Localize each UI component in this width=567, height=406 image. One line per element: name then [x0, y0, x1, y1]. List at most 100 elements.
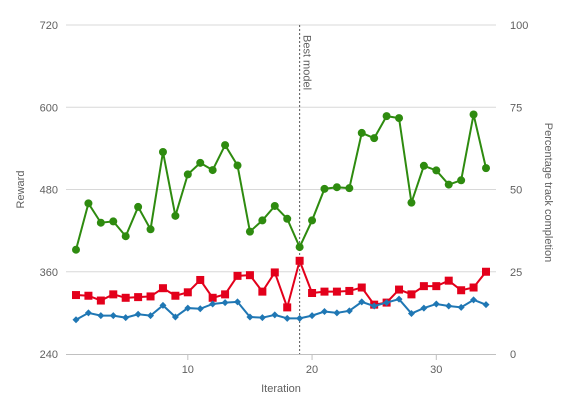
data-point [121, 293, 130, 302]
data-point [184, 304, 192, 312]
data-point [72, 291, 80, 300]
data-point [109, 290, 118, 299]
x-tick-label: 10 [182, 364, 194, 376]
series-circle [72, 110, 490, 254]
data-point [183, 288, 192, 297]
data-point [109, 217, 118, 226]
data-point [147, 312, 155, 320]
data-point [407, 310, 415, 318]
data-point [395, 114, 404, 123]
data-point [134, 293, 143, 302]
series-line [75, 257, 487, 311]
y2-tick-label: 0 [510, 349, 516, 361]
data-point [183, 170, 192, 179]
x-tick-label: 20 [306, 364, 318, 376]
y-axis-title: Reward [15, 171, 27, 209]
data-point [245, 271, 254, 280]
data-point [134, 310, 142, 318]
y2-tick-label: 100 [510, 20, 528, 32]
data-point [370, 134, 379, 143]
data-point [158, 147, 167, 156]
data-point [482, 301, 490, 309]
grid [66, 24, 496, 273]
data-point [432, 166, 441, 175]
data-point [246, 313, 254, 321]
data-point [146, 292, 155, 301]
data-point [345, 307, 353, 315]
data-point [283, 214, 292, 223]
data-point [72, 316, 80, 324]
data-point [283, 303, 292, 312]
series-square [72, 256, 490, 312]
data-point [134, 202, 143, 211]
data-point [258, 314, 266, 322]
data-point [146, 225, 155, 234]
data-point [470, 296, 478, 304]
data-point [271, 311, 279, 319]
data-point [233, 161, 242, 170]
series [72, 110, 490, 324]
data-point [97, 312, 105, 320]
data-point [345, 286, 354, 295]
y-tick-label: 720 [40, 20, 58, 32]
data-point [270, 201, 279, 210]
data-point [159, 301, 167, 309]
data-point [158, 284, 167, 293]
data-point [84, 199, 93, 208]
data-point [96, 218, 105, 227]
data-point [208, 293, 217, 302]
data-point [482, 267, 490, 276]
data-point [84, 291, 93, 300]
data-point [283, 314, 291, 322]
data-point [445, 302, 453, 310]
data-point [196, 305, 204, 313]
y2-axis-title: Percentage track completion [542, 123, 554, 262]
data-point [109, 312, 117, 320]
series-diamond [72, 295, 490, 324]
data-point [419, 282, 428, 291]
y2-tick-label: 75 [510, 102, 522, 114]
data-point [72, 245, 80, 254]
data-point [457, 176, 466, 185]
data-point [208, 166, 217, 175]
series-line [75, 298, 487, 321]
data-point [419, 161, 428, 170]
data-point [382, 112, 391, 121]
data-point [432, 300, 440, 308]
data-point [320, 184, 329, 193]
data-point [444, 180, 453, 189]
y-tick-label: 360 [40, 267, 58, 279]
data-point [258, 216, 267, 225]
data-point [345, 184, 354, 193]
x-tick-label: 30 [430, 364, 442, 376]
data-point [358, 298, 366, 306]
data-point [221, 290, 230, 299]
data-point [270, 268, 279, 277]
y-tick-label: 240 [40, 349, 58, 361]
x-axis-title: Iteration [261, 383, 301, 395]
data-point [357, 128, 366, 137]
data-point [296, 314, 304, 322]
data-point [320, 287, 329, 296]
data-point [332, 183, 341, 192]
data-point [233, 271, 242, 280]
data-point [432, 282, 441, 291]
data-point [469, 283, 478, 292]
data-point [258, 287, 267, 296]
data-point [196, 158, 205, 167]
data-point [395, 295, 403, 303]
data-point [383, 299, 391, 307]
data-point [332, 287, 341, 296]
data-point [420, 304, 428, 312]
data-point [295, 256, 304, 265]
data-point [245, 227, 254, 236]
best-model-label: Best model [301, 35, 313, 90]
data-point [457, 303, 465, 311]
data-point [234, 298, 242, 306]
data-point [221, 299, 229, 307]
data-point [209, 300, 217, 308]
data-point [121, 232, 130, 241]
data-point [308, 312, 316, 320]
data-point [395, 285, 404, 294]
